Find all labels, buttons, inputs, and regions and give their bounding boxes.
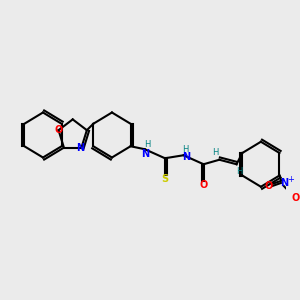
Text: H: H bbox=[236, 167, 243, 176]
Text: O: O bbox=[292, 193, 300, 203]
Text: S: S bbox=[161, 174, 169, 184]
Text: N: N bbox=[141, 149, 149, 159]
Text: N: N bbox=[76, 142, 84, 153]
Text: H: H bbox=[212, 148, 218, 157]
Text: H: H bbox=[182, 145, 188, 154]
Text: N: N bbox=[182, 152, 190, 162]
Text: O: O bbox=[265, 181, 273, 191]
Text: O: O bbox=[200, 180, 208, 190]
Text: H: H bbox=[145, 140, 151, 149]
Text: -: - bbox=[299, 191, 300, 202]
Text: O: O bbox=[54, 125, 63, 135]
Text: +: + bbox=[287, 176, 293, 184]
Text: N: N bbox=[280, 178, 288, 188]
